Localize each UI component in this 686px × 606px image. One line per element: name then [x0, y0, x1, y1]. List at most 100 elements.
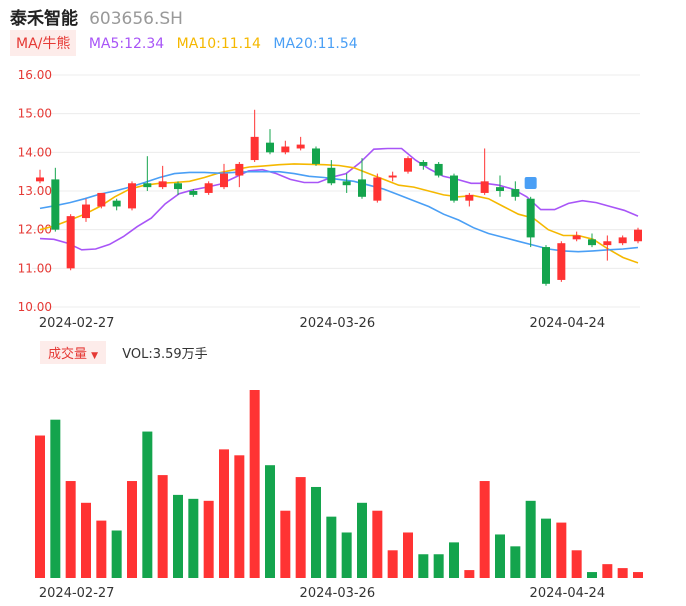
volume-bar: [571, 550, 582, 578]
volume-bar: [587, 572, 597, 578]
candle-body: [82, 204, 90, 219]
candle-body: [250, 136, 259, 161]
volume-bar: [295, 477, 306, 578]
volume-bar: [280, 510, 291, 578]
candle-body: [373, 177, 382, 201]
volume-bar: [433, 554, 444, 578]
candle-body: [342, 181, 351, 186]
volume-bar: [403, 532, 413, 578]
candle-body: [112, 200, 121, 207]
volume-bar: [81, 502, 91, 578]
candle-body: [465, 194, 474, 201]
volume-bar: [541, 518, 551, 578]
x-tick-label: 2024-04-24: [530, 586, 606, 601]
volume-tag-label: 成交量: [48, 347, 88, 362]
candle-body: [496, 187, 504, 191]
candle-body: [603, 241, 612, 246]
volume-bar: [188, 498, 199, 578]
candle-body: [266, 142, 274, 153]
dropdown-arrow-icon: ▼: [91, 351, 99, 361]
volume-indicator-tag[interactable]: 成交量 ▼: [40, 341, 107, 364]
x-tick-label: 2024-03-26: [300, 316, 376, 331]
candle-body: [281, 146, 290, 153]
x-tick-label: 2024-02-27: [39, 586, 115, 601]
x-tick-label: 2024-03-26: [300, 586, 376, 601]
volume-bar: [510, 546, 521, 578]
volume-bar: [203, 500, 214, 578]
volume-bar: [372, 510, 383, 578]
candle-body: [404, 158, 412, 172]
stock-name: 泰禾智能: [10, 9, 78, 29]
volume-bar: [617, 568, 628, 578]
candle-body: [143, 183, 152, 188]
candle-body: [158, 181, 167, 188]
y-tick-label: 12.00: [18, 223, 52, 237]
volume-bar: [418, 554, 429, 578]
stock-header: 泰禾智能 603656.SH: [10, 4, 183, 29]
candle-body: [572, 235, 581, 240]
volume-bar: [111, 530, 122, 578]
volume-bar: [173, 494, 183, 578]
volume-bar: [35, 435, 45, 578]
price-chart: 16.00 15.00 14.00 13.00 12.00 11.00 10.00 2024-…: [18, 68, 642, 331]
volume-bar: [96, 520, 107, 578]
volume-bar: [157, 475, 168, 578]
candle-body: [542, 247, 550, 284]
candle-body: [220, 173, 228, 188]
ma20-label: MA20:11.54: [273, 36, 358, 52]
volume-bar: [495, 534, 505, 578]
ma5-line: [39, 147, 639, 251]
y-tick-label: 13.00: [18, 184, 52, 198]
volume-bar: [633, 572, 643, 578]
volume-bar: [234, 455, 245, 578]
y-tick-label: 15.00: [18, 107, 52, 121]
candle-body: [434, 163, 443, 176]
x-tick-label: 2024-04-24: [530, 316, 606, 331]
volume-bar: [265, 465, 275, 578]
candle-body: [36, 177, 44, 182]
volume-bar: [311, 486, 321, 578]
candle-body: [419, 162, 428, 166]
volume-legend: 成交量 ▼ VOL:3.59万手: [40, 341, 208, 364]
candle-body: [327, 167, 336, 184]
candle-body: [526, 198, 535, 238]
candle-body: [588, 239, 596, 246]
candle-body: [296, 144, 305, 149]
candle-body: [480, 181, 489, 193]
y-tick-label: 11.00: [18, 261, 52, 275]
volume-bar: [357, 502, 367, 578]
x-tick-label: 2024-02-27: [39, 316, 115, 331]
candle-body: [189, 191, 198, 195]
volume-bar: [219, 449, 229, 578]
candle-body: [128, 183, 136, 209]
volume-bar: [50, 419, 61, 578]
candle-body: [66, 216, 75, 269]
y-tick-label: 10.00: [18, 300, 52, 314]
candle-body: [312, 148, 320, 164]
volume-value: VOL:3.59万手: [122, 347, 208, 362]
candle-body: [97, 192, 106, 207]
volume-bar: [449, 542, 459, 578]
volume-bar: [525, 500, 536, 578]
ma10-label: MA10:11.14: [176, 36, 261, 52]
candle-body: [204, 183, 213, 193]
volume-bar: [326, 516, 337, 578]
stock-code: 603656.SH: [89, 9, 183, 29]
candle-body: [618, 237, 627, 244]
ma-indicator-tag[interactable]: MA/牛熊: [10, 30, 77, 56]
ma20-line: [39, 170, 639, 253]
ma-legend: MA/牛熊 MA5:12.34 MA10:11.14 MA20:11.54: [10, 30, 358, 56]
candle-body: [358, 179, 366, 197]
y-tick-label: 14.00: [18, 145, 52, 159]
volume-bar: [127, 481, 137, 578]
volume-bar: [65, 481, 76, 578]
volume-bar: [142, 431, 153, 578]
candle-body: [174, 183, 182, 190]
candle-body: [634, 229, 642, 242]
candle-body: [388, 175, 397, 178]
candle-body: [235, 163, 244, 176]
volume-bar: [464, 570, 475, 578]
y-tick-label: 16.00: [18, 68, 52, 82]
volume-bar: [249, 390, 260, 578]
candle-body: [511, 189, 520, 197]
